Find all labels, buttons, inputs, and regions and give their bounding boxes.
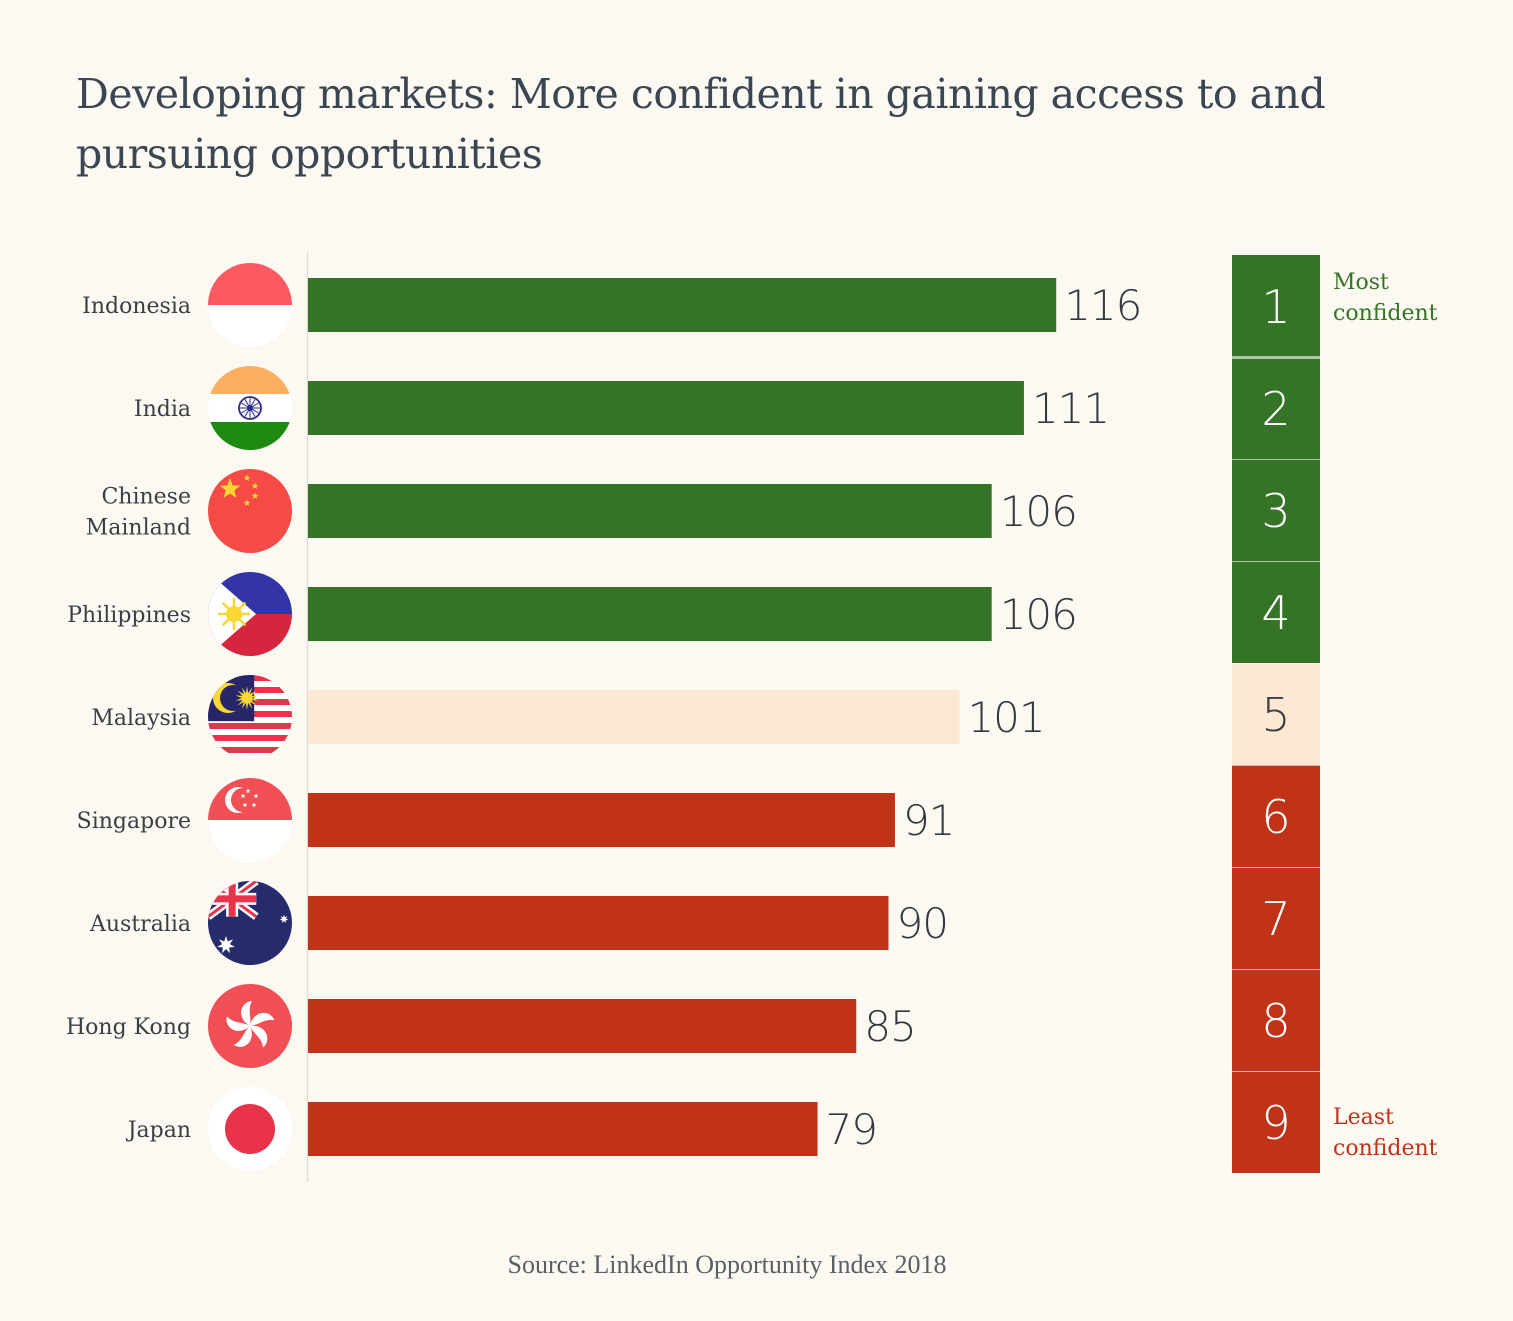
rank-box	[1232, 765, 1320, 867]
category-label: Mainland	[86, 516, 191, 541]
rank-number: 9	[1261, 1096, 1290, 1150]
value-label: 106	[1000, 590, 1077, 639]
rank-number: 4	[1261, 586, 1290, 640]
bar	[308, 1102, 818, 1156]
bar	[308, 793, 895, 847]
category-label: Malaysia	[91, 706, 191, 731]
value-label: 106	[1000, 487, 1077, 536]
value-label: 91	[903, 796, 954, 845]
category-label: Singapore	[77, 809, 191, 834]
category-label: Indonesia	[82, 294, 191, 319]
india-flag-icon	[208, 366, 292, 450]
legend-least-confident: Least	[1333, 1105, 1394, 1130]
rank-box	[1232, 357, 1320, 459]
bar	[308, 896, 889, 950]
bar	[308, 278, 1057, 332]
rank-box	[1232, 255, 1320, 357]
value-label: 101	[967, 693, 1044, 742]
rank-number: 1	[1261, 280, 1290, 334]
category-label: Hong Kong	[66, 1015, 191, 1040]
rank-number: 7	[1261, 892, 1290, 946]
category-label: Philippines	[67, 603, 191, 628]
rank-box	[1232, 663, 1320, 765]
philippines-flag-icon	[208, 572, 292, 656]
source-note: Source: LinkedIn Opportunity Index 2018	[507, 1250, 947, 1279]
rank-number: 8	[1261, 994, 1290, 1048]
rank-box	[1232, 969, 1320, 1071]
australia-flag-icon	[208, 881, 292, 965]
japan-flag-icon	[208, 1087, 292, 1171]
legend-least-confident: confident	[1333, 1136, 1438, 1161]
chart-title: Developing markets: More confident in ga…	[76, 70, 1326, 178]
legend-most-confident: confident	[1333, 301, 1438, 326]
hongkong-flag-icon	[208, 984, 292, 1068]
rank-box	[1232, 867, 1320, 969]
bar	[308, 690, 960, 744]
singapore-flag-icon	[208, 778, 292, 862]
rank-box	[1232, 459, 1320, 561]
value-label: 90	[897, 899, 948, 948]
value-label: 116	[1064, 281, 1141, 330]
rank-number: 2	[1261, 382, 1290, 436]
indonesia-flag-icon	[208, 263, 292, 347]
value-label: 85	[864, 1002, 915, 1051]
rank-number: 3	[1261, 484, 1290, 538]
category-label: Japan	[126, 1118, 191, 1143]
rank-number: 6	[1261, 790, 1290, 844]
china-flag-icon	[208, 469, 292, 553]
rank-number: 5	[1261, 688, 1290, 742]
bar	[308, 381, 1024, 435]
legend-most-confident: Most	[1333, 270, 1389, 295]
category-label: Australia	[89, 912, 191, 937]
rank-box	[1232, 1071, 1320, 1173]
bar	[308, 999, 857, 1053]
category-label: India	[134, 397, 191, 422]
value-label: 111	[1032, 384, 1109, 433]
malaysia-flag-icon	[208, 675, 292, 759]
bar	[308, 587, 992, 641]
category-label: Chinese	[101, 485, 191, 510]
rank-box	[1232, 561, 1320, 663]
bar	[308, 484, 992, 538]
value-label: 79	[826, 1105, 877, 1154]
